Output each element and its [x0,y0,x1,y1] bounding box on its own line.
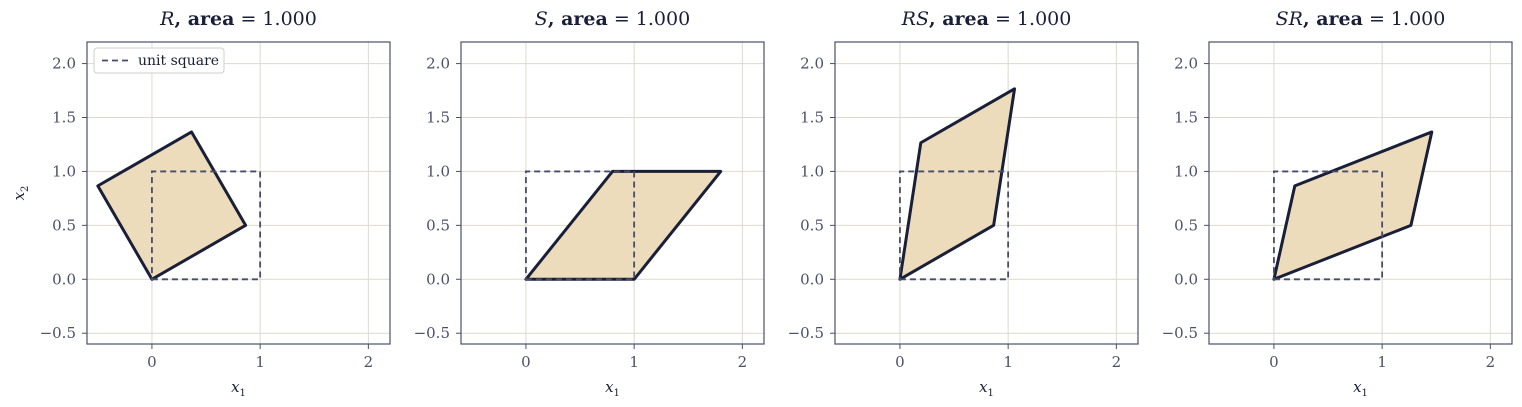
x-tick-label: 0 [895,353,905,371]
y-tick-label: 0.5 [1174,216,1198,234]
x-tick-label: 0 [147,353,157,371]
y-axis-label: x2 [10,186,31,201]
y-tick-label: 0.0 [800,270,824,288]
panel-title: RS, area = 1.000 [901,8,1072,30]
x-axis-label: x1 [979,378,994,399]
x-tick-label: 2 [1486,353,1496,371]
y-tick-label: −0.5 [414,324,450,342]
legend-box [93,47,225,74]
y-tick-label: 2.0 [426,55,450,73]
y-tick-label: 2.0 [52,55,76,73]
axes-frame [1208,41,1513,345]
panel-2: 0 1 2 −0.5 0.0 0.5 1.0 1.5 2.0 S, area = 1.000 x1 [414,8,765,399]
y-tick-label: 1.5 [52,109,76,127]
transformed-polygon [898,87,1017,281]
y-tick-label: 1.5 [800,109,824,127]
y-tick-label: −0.5 [1162,324,1198,342]
y-tick-label: 1.0 [800,162,824,180]
y-tick-label: 1.0 [1174,162,1198,180]
y-tick-label: −0.5 [788,324,824,342]
y-tick-label: 1.5 [1174,109,1198,127]
legend-label: unit square [138,53,219,69]
y-tick-label: 0.5 [800,216,824,234]
x-tick-label: 1 [1377,353,1387,371]
panel-4: 0 1 2 −0.5 0.0 0.5 1.0 1.5 2.0 SR, area = 1.000 x1 [1162,8,1513,399]
x-tick-label: 2 [1112,353,1122,371]
unit-square-outline [1273,170,1384,281]
y-tick-label: 2.0 [800,55,824,73]
x-tick-label: 0 [521,353,531,371]
transformed-polygon [1272,130,1434,281]
x-tick-label: 1 [629,353,639,371]
y-tick-label: 0.0 [52,270,76,288]
unit-square-outline [525,170,636,281]
panel-3: 0 1 2 −0.5 0.0 0.5 1.0 1.5 2.0 RS, area = 1.000 x1 [788,8,1139,399]
axes-frame [834,41,1139,345]
y-tick-label: 0.0 [426,270,450,288]
x-axis-label: x1 [1353,378,1368,399]
legend: unit square [93,47,225,74]
x-axis-label: x1 [605,378,620,399]
y-tick-label: 0.5 [426,216,450,234]
transformed-polygon [96,130,248,281]
unit-square-outline [899,170,1010,281]
axes-frame [460,41,765,345]
panel-title: SR, area = 1.000 [1276,8,1446,30]
x-tick-label: 2 [364,353,374,371]
y-tick-label: 1.0 [52,162,76,180]
axes-frame [86,41,391,345]
y-tick-label: 0.5 [52,216,76,234]
panel-title: R, area = 1.000 [159,8,317,30]
y-tick-label: 2.0 [1174,55,1198,73]
x-tick-label: 0 [1269,353,1279,371]
y-tick-label: −0.5 [40,324,76,342]
panel-title: S, area = 1.000 [535,8,690,30]
x-axis-label: x1 [231,378,246,399]
y-tick-label: 0.0 [1174,270,1198,288]
y-tick-label: 1.0 [426,162,450,180]
x-tick-label: 1 [1003,353,1013,371]
x-tick-label: 1 [255,353,265,371]
panel-1: 0 1 2 −0.5 0.0 0.5 1.0 1.5 2.0 R, area = 1.000 x1 x… [10,8,391,399]
unit-square-outline [151,170,262,281]
y-tick-label: 1.5 [426,109,450,127]
x-tick-label: 2 [738,353,748,371]
